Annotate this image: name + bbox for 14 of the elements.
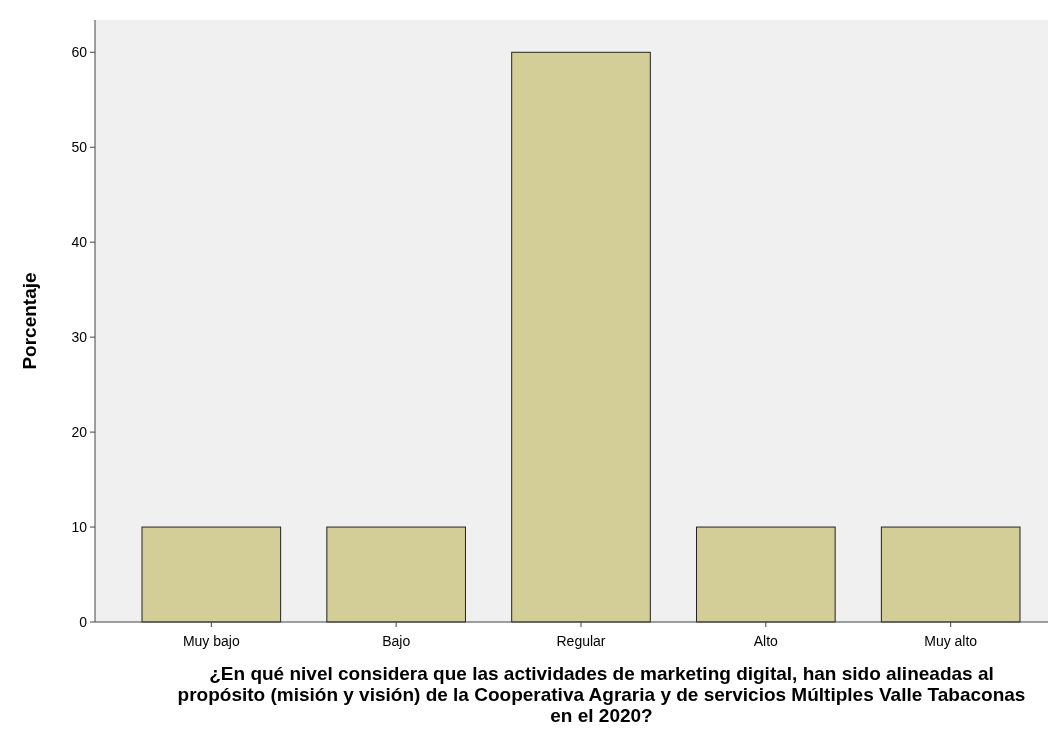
x-tick-label: Regular (556, 633, 606, 649)
y-tick-label: 40 (71, 234, 88, 251)
y-tick-label: 20 (71, 423, 88, 440)
y-tick-label: 30 (71, 329, 88, 346)
y-tick-label: 0 (79, 613, 88, 630)
x-tick-label: Bajo (382, 633, 411, 649)
x-axis-title: ¿En qué nivel considera que las actividades de marketing digital, han sido alineadas al propósito (misión y visión) de la Cooperativa Agraria y de servicios Múltiples Valle Tabaconas en el 2020? (177, 663, 1026, 726)
x-tick-label: Muy bajo (182, 633, 240, 649)
y-tick-label: 60 (71, 44, 88, 61)
y-axis-title: Porcentaje (19, 272, 40, 370)
y-tick-label: 10 (71, 518, 88, 535)
x-tick-label: Alto (753, 633, 779, 649)
x-tick-label: Muy alto (924, 633, 978, 649)
y-tick-label: 50 (71, 139, 88, 156)
